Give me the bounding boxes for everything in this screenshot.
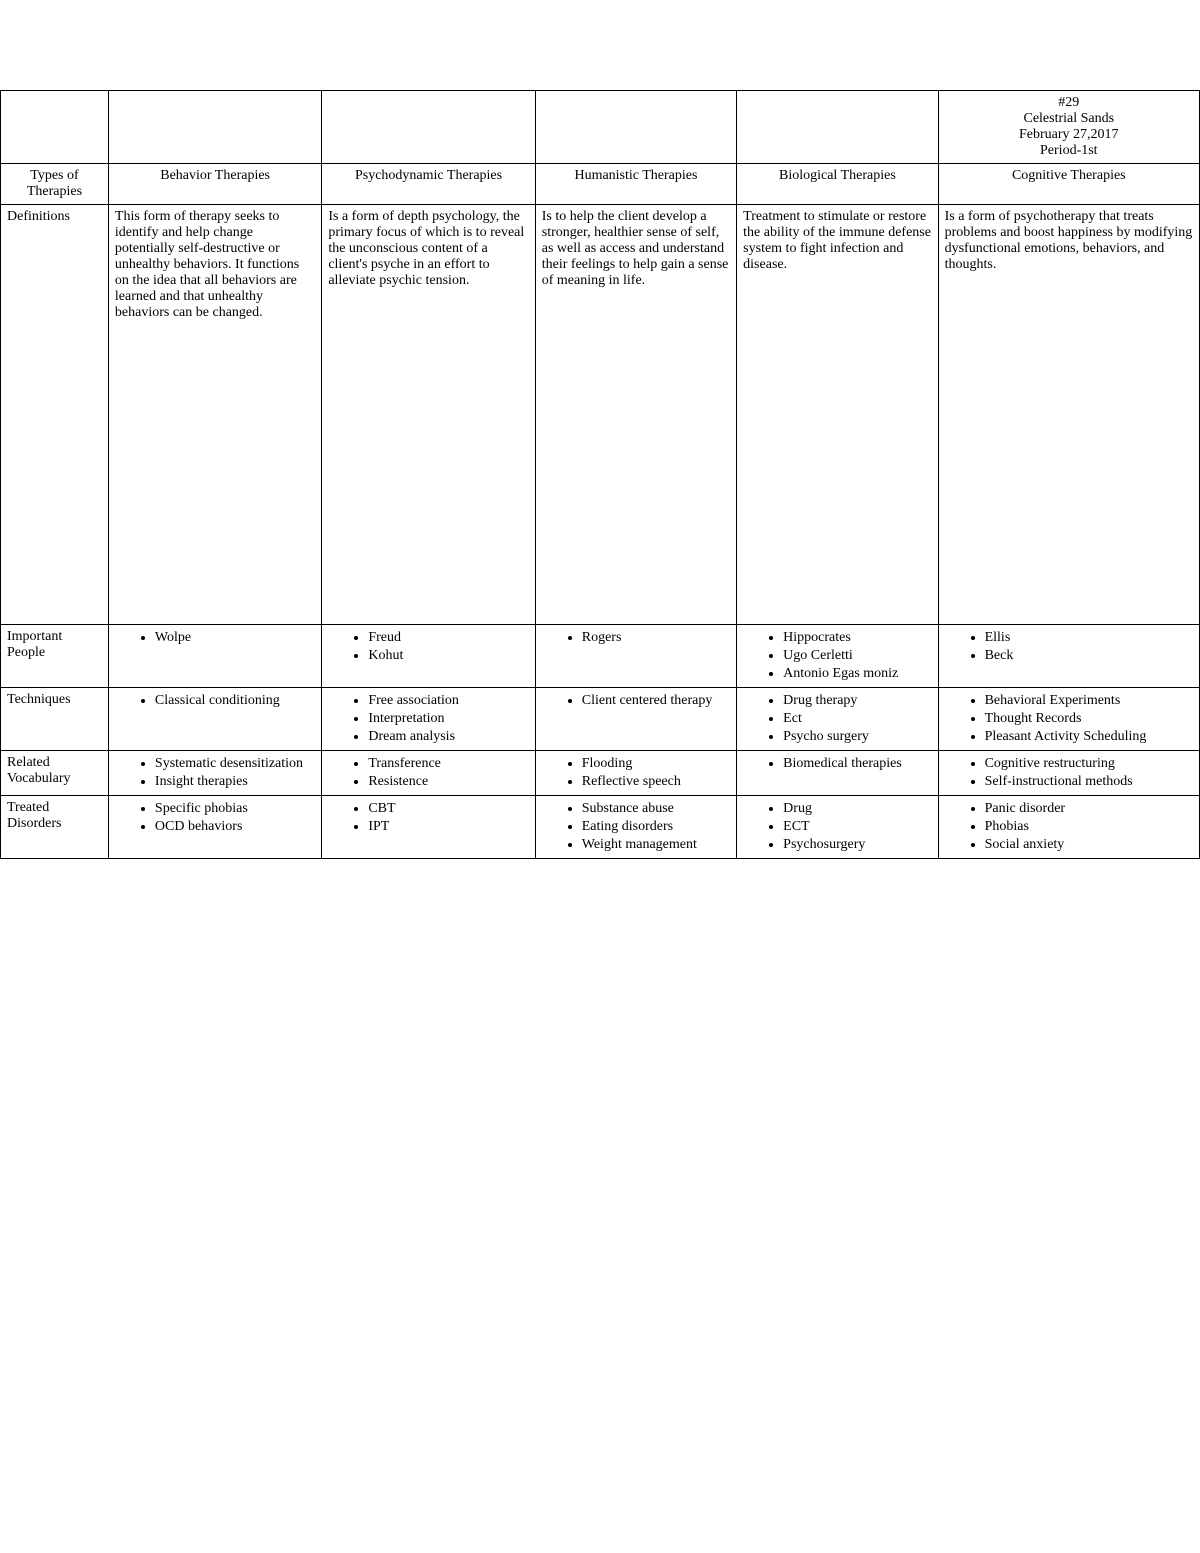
row-label-people: Important People [1,625,109,688]
doc-date: February 27,2017 [945,127,1193,143]
def-c5: Is a form of psychotherapy that treats p… [938,205,1199,625]
empty-cell [322,91,535,164]
types-row: Types of Therapies Behavior Therapies Ps… [1,164,1200,205]
list-item: Panic disorder [985,800,1193,818]
header-row: #29 Celestrial Sands February 27,2017 Pe… [1,91,1200,164]
list-item: Transference [368,755,528,773]
techniques-row: Techniques Classical conditioning Free a… [1,688,1200,751]
list-item: Substance abuse [582,800,730,818]
list-item: Free association [368,692,528,710]
empty-cell [1,91,109,164]
dis-c4: DrugECTPsychosurgery [737,796,938,859]
list-item: Cognitive restructuring [985,755,1193,773]
tech-c3: Client centered therapy [535,688,736,751]
list-item: Flooding [582,755,730,773]
doc-number: #29 [945,95,1193,111]
empty-cell [737,91,938,164]
list-item: Classical conditioning [155,692,315,710]
vocab-c3: FloodingReflective speech [535,751,736,796]
list-item: Eating disorders [582,818,730,836]
people-c4: HippocratesUgo CerlettiAntonio Egas moni… [737,625,938,688]
dis-c1: Specific phobiasOCD behaviors [108,796,321,859]
row-label-disorders: Treated Disorders [1,796,109,859]
col-header-c5: Cognitive Therapies [938,164,1199,205]
list-item: Thought Records [985,710,1193,728]
row-label-vocab: Related Vocabulary [1,751,109,796]
list-item: Resistence [368,773,528,791]
list-item: Weight management [582,836,730,854]
list-item: Insight therapies [155,773,315,791]
tech-c5: Behavioral ExperimentsThought RecordsPle… [938,688,1199,751]
tech-c2: Free associationInterpretationDream anal… [322,688,535,751]
col-header-c2: Psychodynamic Therapies [322,164,535,205]
list-item: IPT [368,818,528,836]
def-c4: Treatment to stimulate or restore the ab… [737,205,938,625]
tech-c4: Drug therapyEctPsycho surgery [737,688,938,751]
def-c3: Is to help the client develop a stronger… [535,205,736,625]
vocab-c5: Cognitive restructuringSelf-instructiona… [938,751,1199,796]
vocab-c2: TransferenceResistence [322,751,535,796]
list-item: Hippocrates [783,629,931,647]
list-item: Client centered therapy [582,692,730,710]
list-item: Drug therapy [783,692,931,710]
vocab-c1: Systematic desensitizationInsight therap… [108,751,321,796]
vocab-c4: Biomedical therapies [737,751,938,796]
list-item: Rogers [582,629,730,647]
list-item: ECT [783,818,931,836]
list-item: Dream analysis [368,728,528,746]
doc-author: Celestrial Sands [945,111,1193,127]
list-item: Systematic desensitization [155,755,315,773]
tech-c1: Classical conditioning [108,688,321,751]
list-item: Pleasant Activity Scheduling [985,728,1193,746]
row-label-techniques: Techniques [1,688,109,751]
list-item: Reflective speech [582,773,730,791]
people-row: Important People Wolpe FreudKohut Rogers… [1,625,1200,688]
list-item: Specific phobias [155,800,315,818]
row-label-definitions: Definitions [1,205,109,625]
list-item: Wolpe [155,629,315,647]
doc-period: Period-1st [945,143,1193,159]
def-c2: Is a form of depth psychology, the prima… [322,205,535,625]
row-label-types: Types of Therapies [1,164,109,205]
list-item: Kohut [368,647,528,665]
list-item: Social anxiety [985,836,1193,854]
people-c5: EllisBeck [938,625,1199,688]
list-item: CBT [368,800,528,818]
list-item: Biomedical therapies [783,755,931,773]
col-header-c3: Humanistic Therapies [535,164,736,205]
list-item: OCD behaviors [155,818,315,836]
empty-cell [108,91,321,164]
list-item: Drug [783,800,931,818]
col-header-c1: Behavior Therapies [108,164,321,205]
def-c1: This form of therapy seeks to identify a… [108,205,321,625]
dis-c2: CBTIPT [322,796,535,859]
list-item: Interpretation [368,710,528,728]
list-item: Self-instructional methods [985,773,1193,791]
disorders-row: Treated Disorders Specific phobiasOCD be… [1,796,1200,859]
list-item: Psycho surgery [783,728,931,746]
list-item: Beck [985,647,1193,665]
list-item: Ugo Cerletti [783,647,931,665]
list-item: Ect [783,710,931,728]
therapies-table: #29 Celestrial Sands February 27,2017 Pe… [0,90,1200,859]
dis-c5: Panic disorderPhobiasSocial anxiety [938,796,1199,859]
definitions-row: Definitions This form of therapy seeks t… [1,205,1200,625]
list-item: Freud [368,629,528,647]
list-item: Ellis [985,629,1193,647]
dis-c3: Substance abuseEating disordersWeight ma… [535,796,736,859]
doc-header-cell: #29 Celestrial Sands February 27,2017 Pe… [938,91,1199,164]
people-c3: Rogers [535,625,736,688]
list-item: Psychosurgery [783,836,931,854]
people-c1: Wolpe [108,625,321,688]
list-item: Phobias [985,818,1193,836]
vocab-row: Related Vocabulary Systematic desensitiz… [1,751,1200,796]
col-header-c4: Biological Therapies [737,164,938,205]
people-c2: FreudKohut [322,625,535,688]
empty-cell [535,91,736,164]
list-item: Behavioral Experiments [985,692,1193,710]
list-item: Antonio Egas moniz [783,665,931,683]
